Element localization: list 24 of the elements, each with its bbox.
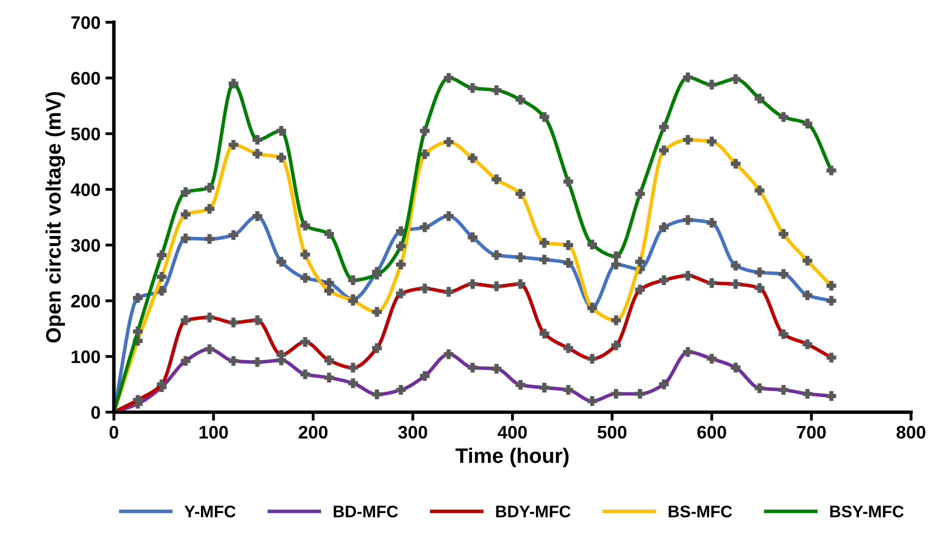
y-axis-title: Open circuit voltage (mV) [45,92,66,343]
x-tick-label: 300 [398,426,428,439]
x-tick-label: 800 [896,426,926,439]
x-tick-label: 0 [110,426,118,439]
y-tick-label: 600 [71,72,100,85]
y-tick-label: 500 [71,128,100,140]
y-tick-label: 700 [71,16,100,29]
legend-label: Y-MFC [184,506,236,518]
x-axis-title: Time (hour) [456,448,569,468]
legend-label: BDY-MFC [496,506,571,518]
x-tick-label: 200 [298,426,328,439]
y-tick-label: 100 [72,350,100,364]
y-tick-label: 400 [70,183,100,196]
x-tick-label: 400 [498,426,527,439]
legend-label: BS-MFC [668,506,732,518]
x-tick-label: 500 [598,426,626,439]
y-tick-label: 0 [91,406,100,419]
legend-label: BD-MFC [334,506,398,518]
y-tick-label: 300 [70,239,100,252]
x-tick-label: 100 [200,426,228,439]
y-tick-label: 200 [71,294,100,308]
x-tick-label: 600 [697,426,726,439]
x-tick-label: 700 [797,426,826,439]
legend-label: BSY-MFC [830,506,904,518]
